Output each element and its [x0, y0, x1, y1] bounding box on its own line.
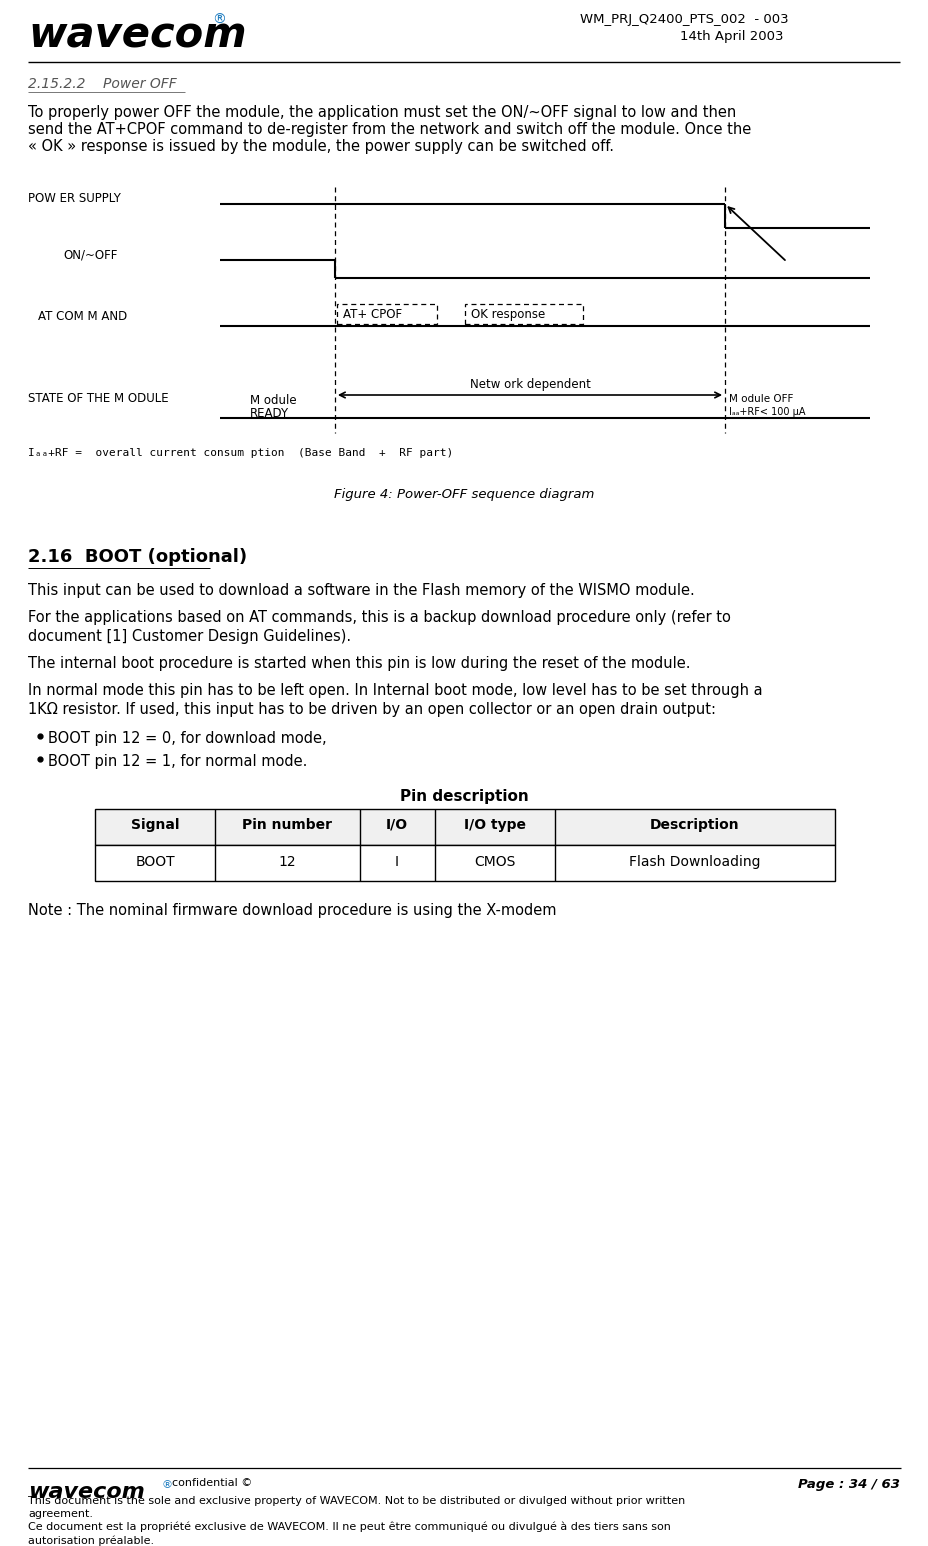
Text: 14th April 2003: 14th April 2003	[679, 29, 782, 43]
Text: ®: ®	[212, 12, 226, 26]
Bar	[95, 846, 834, 881]
Bar	[95, 809, 834, 846]
Text: Iₐₐ+RF =  overall current consum ption  (Base Band  +  RF part): Iₐₐ+RF = overall current consum ption (B…	[28, 448, 453, 458]
Text: In normal mode this pin has to be left open. In Internal boot mode, low level ha: In normal mode this pin has to be left o…	[28, 683, 762, 697]
Text: Figure 4: Power-OFF sequence diagram: Figure 4: Power-OFF sequence diagram	[333, 489, 594, 501]
Text: send the AT+CPOF command to de-register from the network and switch off the modu: send the AT+CPOF command to de-register …	[28, 122, 751, 138]
Text: The internal boot procedure is started when this pin is low during the reset of : The internal boot procedure is started w…	[28, 656, 690, 671]
Text: POW ER SUPPLY: POW ER SUPPLY	[28, 192, 121, 206]
Text: Iₐₐ+RF< 100 µA: Iₐₐ+RF< 100 µA	[728, 407, 805, 417]
Text: AT COM M AND: AT COM M AND	[38, 311, 127, 323]
Text: Note : The nominal firmware download procedure is using the X-modem: Note : The nominal firmware download pro…	[28, 903, 556, 918]
Text: autorisation préalable.: autorisation préalable.	[28, 1535, 154, 1546]
Text: M odule: M odule	[250, 394, 296, 407]
Text: 1KΩ resistor. If used, this input has to be driven by an open collector or an op: 1KΩ resistor. If used, this input has to…	[28, 702, 715, 717]
Text: ON/~OFF: ON/~OFF	[63, 247, 117, 261]
Text: BOOT pin 12 = 1, for normal mode.: BOOT pin 12 = 1, for normal mode.	[48, 754, 307, 768]
Text: confidential ©: confidential ©	[172, 1478, 252, 1487]
Text: BOOT: BOOT	[135, 855, 174, 869]
Text: 12: 12	[277, 855, 295, 869]
Text: document [1] Customer Design Guidelines).: document [1] Customer Design Guidelines)…	[28, 629, 351, 645]
Text: Pin description: Pin description	[399, 788, 528, 804]
Text: ®: ®	[161, 1480, 173, 1490]
Text: Flash Downloading: Flash Downloading	[628, 855, 760, 869]
Text: BOOT pin 12 = 0, for download mode,: BOOT pin 12 = 0, for download mode,	[48, 731, 327, 747]
Bar	[337, 305, 436, 325]
Text: Pin number: Pin number	[241, 818, 331, 832]
Text: Signal: Signal	[131, 818, 179, 832]
Text: Page : 34 / 63: Page : 34 / 63	[797, 1478, 899, 1490]
Text: I/O: I/O	[385, 818, 407, 832]
Text: agreement.: agreement.	[28, 1509, 93, 1520]
Text: READY: READY	[250, 407, 289, 421]
Text: AT+ CPOF: AT+ CPOF	[342, 308, 402, 322]
Text: I: I	[394, 855, 398, 869]
Text: WM_PRJ_Q2400_PTS_002  - 003: WM_PRJ_Q2400_PTS_002 - 003	[579, 12, 788, 26]
Text: wavecom: wavecom	[28, 15, 246, 57]
Text: Ce document est la propriété exclusive de WAVECOM. Il ne peut être communiqué ou: Ce document est la propriété exclusive d…	[28, 1521, 670, 1532]
Text: wavecom: wavecom	[28, 1483, 145, 1503]
Text: This document is the sole and exclusive property of WAVECOM. Not to be distribut: This document is the sole and exclusive …	[28, 1497, 685, 1506]
Text: For the applications based on AT commands, this is a backup download procedure o: For the applications based on AT command…	[28, 611, 730, 625]
Text: 2.15.2.2    Power OFF: 2.15.2.2 Power OFF	[28, 77, 176, 91]
Bar	[465, 305, 583, 325]
Text: OK response: OK response	[470, 308, 545, 322]
Text: 2.16  BOOT (optional): 2.16 BOOT (optional)	[28, 547, 247, 566]
Text: I/O type: I/O type	[463, 818, 525, 832]
Text: M odule OFF: M odule OFF	[728, 394, 793, 404]
Text: To properly power OFF the module, the application must set the ON/~OFF signal to: To properly power OFF the module, the ap…	[28, 105, 736, 121]
Text: Netw ork dependent: Netw ork dependent	[469, 379, 590, 391]
Text: « OK » response is issued by the module, the power supply can be switched off.: « OK » response is issued by the module,…	[28, 139, 613, 155]
Text: STATE OF THE M ODULE: STATE OF THE M ODULE	[28, 393, 169, 405]
Text: This input can be used to download a software in the Flash memory of the WISMO m: This input can be used to download a sof…	[28, 583, 694, 598]
Text: CMOS: CMOS	[474, 855, 515, 869]
Text: Description: Description	[650, 818, 739, 832]
